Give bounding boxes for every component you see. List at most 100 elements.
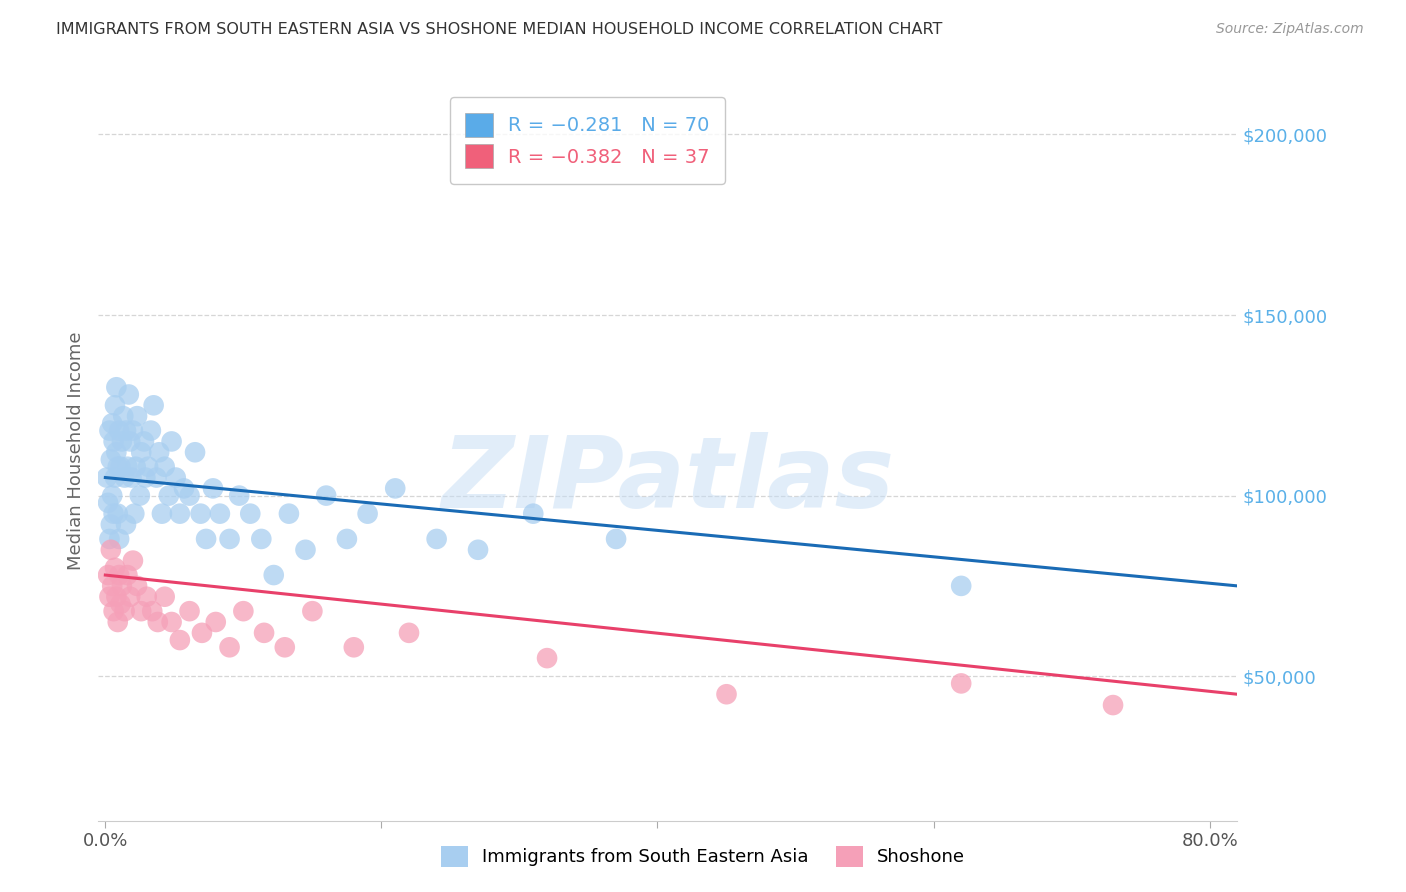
Point	[343, 640, 366, 655]
Point	[165, 470, 187, 484]
Point	[108, 532, 131, 546]
Point	[184, 445, 207, 459]
Point	[120, 434, 142, 449]
Point	[129, 604, 152, 618]
Point	[153, 459, 176, 474]
Point	[160, 615, 183, 629]
Point	[191, 625, 214, 640]
Point	[98, 424, 121, 438]
Point	[195, 532, 218, 546]
Point	[101, 489, 124, 503]
Point	[173, 482, 195, 496]
Point	[315, 489, 337, 503]
Point	[97, 568, 120, 582]
Point	[104, 398, 127, 412]
Point	[97, 496, 120, 510]
Point	[101, 417, 124, 431]
Point	[111, 579, 134, 593]
Point	[135, 590, 157, 604]
Point	[98, 590, 121, 604]
Point	[125, 409, 148, 424]
Point	[139, 424, 162, 438]
Point	[467, 542, 489, 557]
Point	[301, 604, 323, 618]
Point	[101, 579, 124, 593]
Point	[122, 553, 145, 567]
Point	[179, 604, 201, 618]
Point	[398, 625, 420, 640]
Point	[103, 434, 125, 449]
Point	[105, 590, 128, 604]
Point	[100, 517, 122, 532]
Point	[96, 470, 118, 484]
Point	[145, 470, 167, 484]
Point	[250, 532, 273, 546]
Point	[190, 507, 212, 521]
Point	[104, 561, 127, 575]
Point	[124, 507, 146, 521]
Point	[356, 507, 378, 521]
Point	[129, 445, 152, 459]
Point	[98, 532, 121, 546]
Point	[117, 459, 139, 474]
Point	[117, 568, 139, 582]
Point	[105, 380, 128, 394]
Legend: R = −0.281   N = 70, R = −0.382   N = 37: R = −0.281 N = 70, R = −0.382 N = 37	[450, 97, 725, 184]
Point	[294, 542, 316, 557]
Point	[277, 507, 299, 521]
Point	[110, 597, 132, 611]
Point	[605, 532, 627, 546]
Point	[104, 470, 127, 484]
Point	[208, 507, 231, 521]
Point	[111, 434, 134, 449]
Point	[169, 633, 191, 648]
Point	[122, 424, 145, 438]
Point	[134, 470, 156, 484]
Point	[716, 687, 738, 701]
Point	[204, 615, 226, 629]
Point	[274, 640, 297, 655]
Point	[105, 445, 128, 459]
Text: Source: ZipAtlas.com: Source: ZipAtlas.com	[1216, 22, 1364, 37]
Point	[125, 459, 148, 474]
Point	[169, 507, 191, 521]
Point	[107, 459, 129, 474]
Point	[536, 651, 558, 665]
Point	[157, 489, 180, 503]
Point	[108, 568, 131, 582]
Point	[114, 470, 136, 484]
Point	[132, 434, 155, 449]
Point	[150, 507, 173, 521]
Point	[426, 532, 449, 546]
Point	[118, 387, 141, 401]
Point	[103, 604, 125, 618]
Point	[128, 489, 150, 503]
Point	[107, 507, 129, 521]
Point	[115, 517, 138, 532]
Point	[228, 489, 250, 503]
Text: ZIPatlas: ZIPatlas	[441, 432, 894, 529]
Point	[950, 676, 973, 690]
Point	[108, 424, 131, 438]
Point	[141, 604, 163, 618]
Point	[218, 640, 240, 655]
Point	[112, 409, 135, 424]
Point	[239, 507, 262, 521]
Point	[136, 459, 159, 474]
Point	[201, 482, 224, 496]
Point	[121, 470, 143, 484]
Point	[232, 604, 254, 618]
Point	[179, 489, 201, 503]
Point	[153, 590, 176, 604]
Point	[522, 507, 544, 521]
Legend: Immigrants from South Eastern Asia, Shoshone: Immigrants from South Eastern Asia, Shos…	[433, 838, 973, 874]
Y-axis label: Median Household Income: Median Household Income	[66, 331, 84, 570]
Point	[107, 615, 129, 629]
Point	[384, 482, 406, 496]
Point	[253, 625, 276, 640]
Point	[100, 452, 122, 467]
Point	[218, 532, 240, 546]
Point	[103, 507, 125, 521]
Point	[336, 532, 359, 546]
Point	[110, 459, 132, 474]
